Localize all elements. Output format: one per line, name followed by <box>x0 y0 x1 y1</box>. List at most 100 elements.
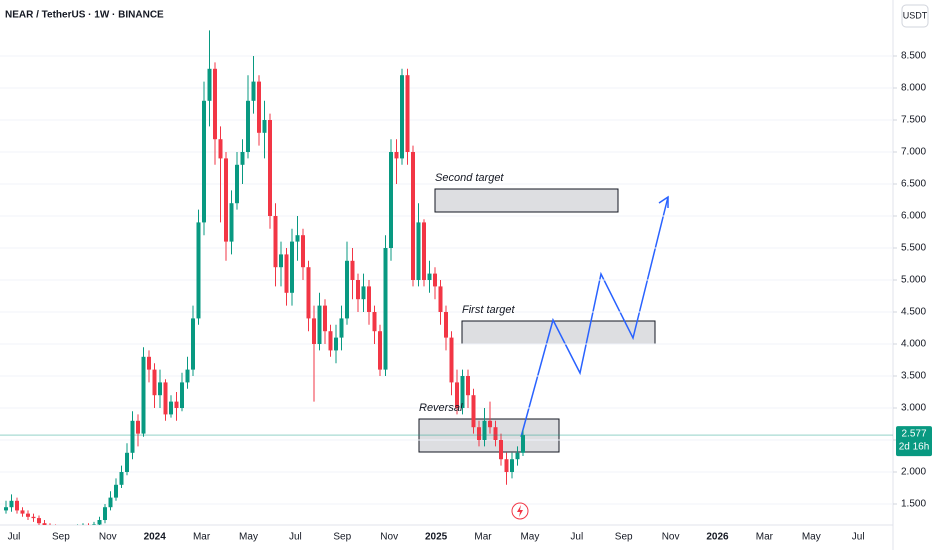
candle-body <box>323 305 327 332</box>
y-tick-label: 7.000 <box>901 147 926 158</box>
candle-body <box>163 382 168 415</box>
candle-body <box>493 427 498 441</box>
candle-body <box>207 68 212 101</box>
y-tick-label: 8.500 <box>901 51 926 62</box>
candle-body <box>334 337 338 351</box>
candle-body <box>284 254 289 293</box>
candle-body <box>350 260 355 281</box>
y-tick-label: 6.500 <box>901 179 926 190</box>
candle-body <box>130 420 135 453</box>
candle-body <box>372 312 377 332</box>
x-tick-label: Mar <box>756 532 774 543</box>
candle-body <box>455 382 459 409</box>
symbol-title: NEAR / TetherUS · 1W · BINANCE <box>5 10 164 21</box>
candle-body <box>108 497 113 508</box>
plot <box>0 30 893 525</box>
target-box <box>434 188 619 213</box>
x-tick-label: Jul <box>8 532 21 543</box>
candle-body <box>328 331 333 351</box>
candle-body <box>147 356 151 370</box>
candle-body <box>4 507 8 511</box>
candle-body <box>20 510 25 514</box>
candle-body <box>339 318 344 338</box>
countdown: 2d 16h <box>899 442 930 453</box>
candle-body <box>136 420 140 434</box>
currency-box[interactable] <box>901 4 929 28</box>
candle-body <box>158 382 162 396</box>
candle-body <box>444 312 448 338</box>
candle-body <box>42 523 47 525</box>
last-price-badge <box>896 426 932 457</box>
candle-body <box>356 280 360 300</box>
x-tick-label: May <box>802 532 821 543</box>
candle-body <box>361 286 366 300</box>
candle-body <box>499 440 503 460</box>
candle-body <box>141 356 146 434</box>
candle-body <box>224 158 228 242</box>
currency: USDT <box>903 10 928 20</box>
annotation: Second target <box>435 172 504 184</box>
y-tick-label: 5.000 <box>901 275 926 286</box>
candle-body <box>378 331 382 370</box>
candle-body <box>37 518 41 524</box>
candle-body <box>268 120 272 217</box>
y-tick-label: 3.000 <box>901 403 926 414</box>
candle-body <box>521 435 525 453</box>
candle-body <box>9 500 14 508</box>
candle-body <box>279 254 283 268</box>
candle-body <box>389 152 393 249</box>
x-tick-label: May <box>520 532 539 543</box>
candle-body <box>169 401 173 415</box>
x-tick-label: Nov <box>99 532 117 543</box>
candle-body <box>488 420 492 428</box>
candle-body <box>405 75 410 153</box>
candle-body <box>15 500 19 511</box>
candle-body <box>202 100 206 223</box>
x-tick-label: 2025 <box>425 532 448 543</box>
candle-body <box>312 318 316 345</box>
candle-body <box>394 152 399 159</box>
candle-body <box>295 235 300 242</box>
projection-path <box>520 196 669 438</box>
candle-body <box>251 81 256 101</box>
y-tick-label: 1.500 <box>901 499 926 510</box>
candle-body <box>482 420 487 441</box>
x-tick-label: Nov <box>662 532 680 543</box>
candle-body <box>229 203 234 242</box>
candle-body <box>383 248 388 370</box>
candle-body <box>218 139 223 159</box>
candle-body <box>246 100 250 153</box>
candle-body <box>273 216 278 268</box>
candle-body <box>438 286 443 313</box>
annotation: First target <box>462 304 516 316</box>
candle-body <box>416 222 421 281</box>
candle-body <box>504 459 509 473</box>
candle-body <box>411 152 415 281</box>
x-tick-label: Jul <box>289 532 302 543</box>
candle-body <box>400 75 404 159</box>
candle-body <box>367 286 371 313</box>
candle-body <box>290 241 294 293</box>
last-price-label: 2.577 <box>901 429 926 440</box>
candle-body <box>460 376 465 409</box>
candle-body <box>449 337 454 383</box>
x-tick-label: Mar <box>193 532 211 543</box>
projection-arrow <box>658 195 669 208</box>
x-tick-label: 2024 <box>144 532 167 543</box>
x-tick-label: Jul <box>570 532 583 543</box>
x-tick-label: Mar <box>474 532 492 543</box>
candle-body <box>301 235 305 268</box>
x-tick-label: May <box>239 532 258 543</box>
candle-body <box>345 260 349 319</box>
candle-body <box>114 484 118 498</box>
candle-body <box>191 318 195 370</box>
x-tick-label: 2026 <box>706 532 729 543</box>
candle-body <box>235 164 239 204</box>
candle-body <box>180 382 184 409</box>
candle-body <box>196 222 201 319</box>
y-tick-label: 3.500 <box>901 371 926 382</box>
candle-body <box>152 369 157 396</box>
candle-body <box>427 273 432 281</box>
